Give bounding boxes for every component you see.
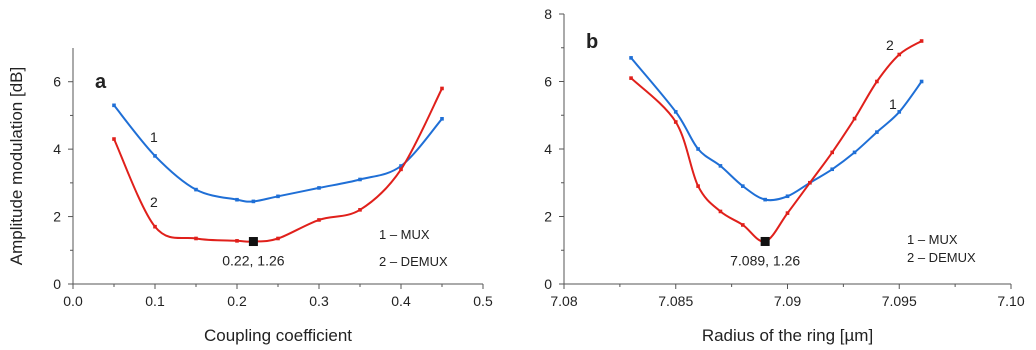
curve-label-b-2: 2 [886, 37, 894, 53]
data-point [629, 76, 633, 80]
data-point [440, 117, 444, 121]
data-point [112, 137, 116, 141]
y-tick-label: 0 [53, 276, 61, 292]
y-tick-label: 4 [544, 141, 552, 157]
data-point [718, 209, 723, 214]
x-tick-label: 7.095 [882, 293, 917, 309]
data-point [276, 236, 280, 241]
data-point [317, 186, 321, 190]
data-point [276, 194, 280, 199]
data-point [358, 208, 362, 212]
data-point [696, 147, 700, 151]
chart-panel-a: 0.0 0.1 0.2 0.3 0.4 0.5 0 2 4 6 a Coupling coeffi… [7, 48, 493, 345]
y-tick-label: 6 [544, 74, 552, 90]
y-axis-label-a: Amplitude modulation [dB] [7, 67, 26, 265]
data-point [741, 184, 745, 188]
data-point [830, 150, 834, 155]
x-tick-label: 7.08 [550, 293, 577, 309]
data-point [696, 184, 700, 188]
data-point [153, 224, 157, 229]
curve-label-b-1: 1 [889, 96, 897, 112]
annotation-a: 0.22, 1.26 [222, 253, 284, 269]
x-tick-label: 7.085 [658, 293, 693, 309]
series-layer-b [629, 39, 924, 246]
data-point [785, 211, 790, 215]
data-point [919, 79, 924, 84]
data-point [629, 56, 633, 60]
y-tick-label: 6 [53, 74, 61, 90]
x-tick-label: 0.0 [63, 293, 83, 309]
data-point [852, 116, 857, 121]
legend-entry-a-mux: 1 – MUX [379, 227, 430, 242]
data-point [897, 110, 902, 114]
y-tick-label: 4 [53, 141, 61, 157]
data-point [358, 177, 362, 182]
data-point [235, 197, 239, 202]
data-point [897, 52, 902, 57]
curve-label-a-2: 2 [150, 194, 158, 210]
series-line-2 [630, 40, 923, 243]
y-tick-label: 8 [544, 6, 552, 22]
data-point [763, 197, 767, 202]
panel-label-a: a [95, 71, 107, 93]
x-tick-label: 0.2 [227, 293, 247, 309]
data-point [399, 164, 403, 168]
series-layer-a [112, 86, 444, 247]
legend-entry-b-demux: 2 – DEMUX [907, 250, 976, 265]
data-point [440, 86, 444, 91]
data-point [317, 218, 321, 222]
series-line-2 [113, 88, 443, 243]
x-tick-label: 7.10 [997, 293, 1024, 309]
data-point [194, 236, 198, 241]
data-point [875, 130, 879, 134]
x-tick-label: 0.5 [473, 293, 493, 309]
y-tick-label: 2 [544, 209, 552, 225]
series-line-1 [113, 104, 443, 203]
x-axis-label-a: Coupling coefficient [204, 326, 352, 345]
x-tick-label: 0.3 [309, 293, 329, 309]
chart-panel-b: 7.08 7.085 7.09 7.095 7.10 0 2 4 6 8 b Radius of … [544, 6, 1025, 345]
data-point [251, 199, 256, 204]
data-point [741, 223, 745, 227]
data-point [785, 194, 790, 199]
data-point [112, 103, 116, 108]
axes-a: 0.0 0.1 0.2 0.3 0.4 0.5 0 2 4 6 [53, 48, 493, 309]
minimum-marker [760, 236, 770, 246]
panel-label-b: b [586, 31, 598, 53]
data-point [673, 110, 678, 114]
minimum-marker [248, 237, 258, 247]
x-tick-label: 0.1 [145, 293, 165, 309]
data-point [235, 239, 239, 243]
x-tick-label: 7.09 [774, 293, 801, 309]
curve-label-a-1: 1 [150, 129, 158, 145]
data-point [919, 39, 924, 43]
axes-b: 7.08 7.085 7.09 7.095 7.10 0 2 4 6 8 [544, 6, 1025, 309]
data-point [194, 187, 198, 192]
data-point [852, 150, 857, 155]
x-axis-label-b: Radius of the ring [µm] [702, 326, 873, 345]
data-point [718, 164, 723, 168]
data-point [808, 180, 812, 185]
annotation-b: 7.089, 1.26 [730, 252, 800, 268]
data-point [673, 120, 678, 124]
data-point [875, 79, 879, 84]
data-point [153, 154, 157, 158]
x-tick-label: 0.4 [391, 293, 411, 309]
data-point [399, 167, 403, 172]
legend-entry-a-demux: 2 – DEMUX [379, 254, 448, 269]
y-tick-label: 0 [544, 276, 552, 292]
data-point [830, 167, 834, 172]
legend-entry-b-mux: 1 – MUX [907, 232, 958, 247]
y-tick-label: 2 [53, 209, 61, 225]
